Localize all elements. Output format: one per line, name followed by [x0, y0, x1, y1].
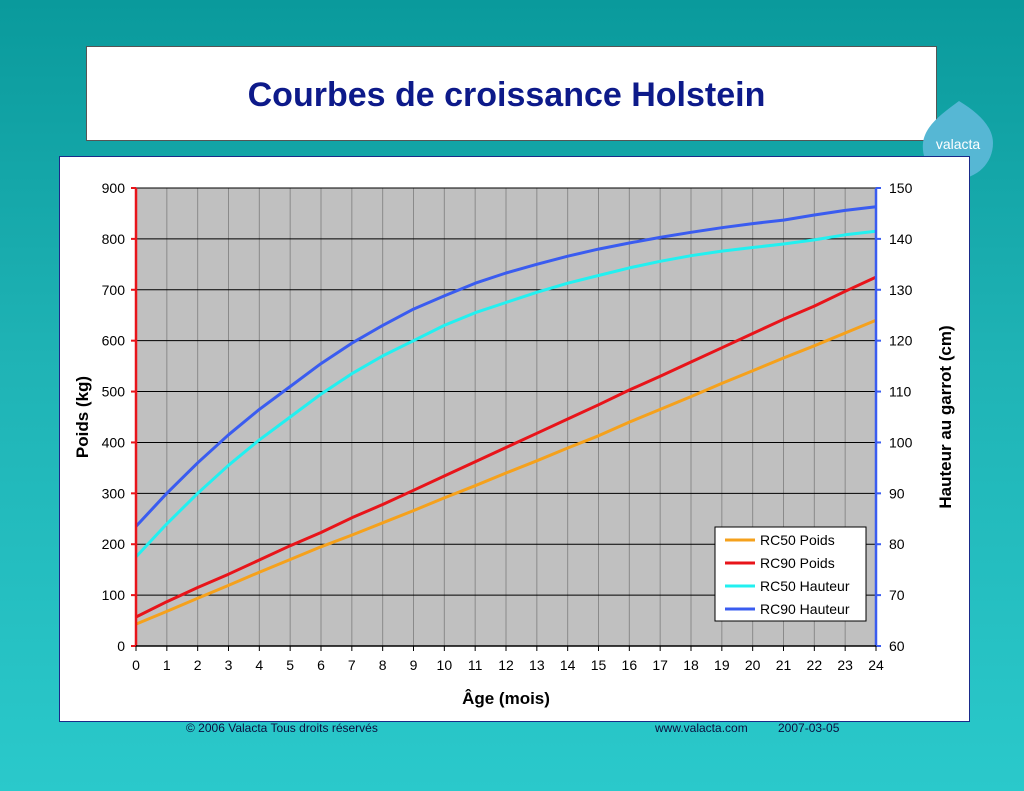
left-y-tick-label: 0	[117, 638, 125, 654]
right-y-tick-label: 80	[889, 536, 905, 552]
left-y-tick-label: 400	[102, 434, 126, 450]
legend-label: RC90 Poids	[760, 555, 835, 571]
x-axis-title: Âge (mois)	[462, 689, 550, 708]
logo-text: valacta	[936, 136, 981, 152]
x-tick-label: 23	[837, 657, 853, 673]
left-y-tick-label: 500	[102, 384, 126, 400]
x-tick-label: 0	[132, 657, 140, 673]
legend-label: RC50 Poids	[760, 532, 835, 548]
x-tick-label: 12	[498, 657, 514, 673]
page-title: Courbes de croissance Holstein	[247, 76, 766, 114]
x-tick-label: 10	[437, 657, 453, 673]
x-tick-label: 2	[194, 657, 202, 673]
x-tick-label: 20	[745, 657, 761, 673]
footer-copyright: © 2006 Valacta Tous droits réservés	[186, 721, 378, 735]
x-tick-label: 24	[868, 657, 884, 673]
series-line-rc90-poids	[135, 275, 877, 619]
x-tick-label: 1	[163, 657, 171, 673]
footer-website: www.valacta.com	[655, 721, 748, 735]
x-tick-label: 16	[622, 657, 638, 673]
right-y-tick-label: 70	[889, 587, 905, 603]
x-tick-label: 15	[591, 657, 607, 673]
x-tick-label: 14	[560, 657, 576, 673]
legend-box	[714, 526, 867, 622]
x-tick-label: 22	[807, 657, 823, 673]
left-y-tick-label: 800	[102, 231, 126, 247]
x-tick-label: 11	[468, 657, 483, 673]
footer-date: 2007-03-05	[778, 721, 840, 735]
x-tick-label: 9	[410, 657, 418, 673]
left-y-tick-label: 300	[102, 485, 126, 501]
series-line-rc90-hauteur	[134, 205, 877, 528]
x-tick-label: 6	[317, 657, 325, 673]
x-tick-label: 13	[529, 657, 545, 673]
left-y-tick-label: 200	[102, 536, 126, 552]
x-tick-label: 21	[776, 657, 792, 673]
title-box: Courbes de croissance Holstein valacta	[86, 46, 993, 179]
right-y-axis-title: Hauteur au garrot (cm)	[936, 325, 955, 508]
x-tick-label: 19	[714, 657, 730, 673]
legend-label: RC90 Hauteur	[760, 601, 850, 617]
x-tick-label: 4	[255, 657, 263, 673]
right-y-tick-label: 130	[889, 282, 913, 298]
right-y-tick-label: 60	[889, 638, 905, 654]
x-tick-label: 8	[379, 657, 387, 673]
right-y-tick-label: 110	[889, 384, 912, 400]
left-y-axis-title: Poids (kg)	[73, 376, 92, 458]
left-y-tick-label: 900	[102, 180, 126, 196]
legend-label: RC50 Hauteur	[760, 578, 850, 594]
x-tick-label: 18	[683, 657, 699, 673]
right-y-tick-label: 150	[889, 180, 913, 196]
right-y-tick-label: 100	[889, 434, 913, 450]
x-tick-label: 3	[225, 657, 233, 673]
chart-container: 0 100 200 300 400 500 600 700 800 900 60 70 80 90 100 1…	[59, 156, 970, 722]
left-y-tick-label: 600	[102, 333, 126, 349]
series-line-rc50-poids	[135, 318, 877, 626]
x-tick-label: 5	[286, 657, 294, 673]
series-line-rc50-hauteur	[134, 229, 877, 558]
growth-chart: 0100200300400500600700800900607080901001…	[73, 180, 955, 708]
x-tick-label: 7	[348, 657, 356, 673]
right-y-tick-label: 120	[889, 333, 913, 349]
left-y-tick-label: 700	[102, 282, 126, 298]
right-y-tick-label: 90	[889, 485, 905, 501]
x-tick-label: 17	[652, 657, 668, 673]
right-y-tick-label: 140	[889, 231, 913, 247]
left-y-tick-label: 100	[102, 587, 126, 603]
